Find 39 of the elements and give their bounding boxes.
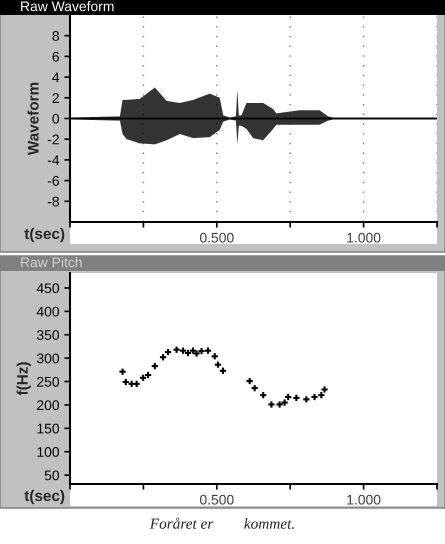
point [218, 366, 228, 375]
y-tick-label: 150 [37, 424, 60, 434]
x-axis-title: t(sec) [24, 490, 64, 504]
point [122, 378, 130, 386]
y-tick-label: -8 [48, 196, 59, 206]
point [172, 346, 181, 354]
point [210, 352, 219, 360]
point [178, 346, 188, 355]
text: Foråret er kommet. [150, 518, 294, 529]
chart-title: Raw Waveform [21, 1, 114, 12]
y-tick-label: 6 [52, 52, 59, 62]
point [118, 368, 127, 376]
y-tick-label: -2 [48, 134, 59, 144]
y-tick-label: 100 [37, 447, 60, 457]
y-axis-title: Waveform [27, 82, 39, 156]
y-tick-label: -4 [48, 155, 60, 165]
y-tick-label: 4 [52, 72, 60, 82]
point [214, 360, 222, 369]
point [267, 400, 276, 409]
chart-title: Raw Pitch [21, 257, 82, 268]
y-tick-label: 200 [37, 400, 60, 410]
y-tick-label: 50 [44, 470, 60, 480]
y-tick-label: 300 [36, 353, 60, 364]
y-tick-label: 8 [52, 31, 59, 41]
y-tick-label: 350 [36, 330, 60, 340]
y-tick-label: 0 [52, 114, 60, 124]
y-tick-label: 450 [36, 283, 60, 294]
x-tick-label: 0.500 [200, 494, 234, 505]
y-tick-label: 250 [37, 376, 60, 387]
y-tick-label: -6 [48, 176, 59, 186]
point [302, 395, 310, 404]
y-tick-label: 400 [36, 306, 60, 317]
y-axis-title: f(Hz) [16, 362, 31, 396]
x-axis-title: t(sec) [24, 228, 64, 242]
x-tick-label: 1.000 [347, 494, 380, 505]
point [204, 346, 212, 355]
y-tick-label: 2 [52, 93, 59, 103]
x-tick-label: 0.500 [200, 232, 234, 243]
x-tick-label: 1.000 [347, 232, 380, 243]
